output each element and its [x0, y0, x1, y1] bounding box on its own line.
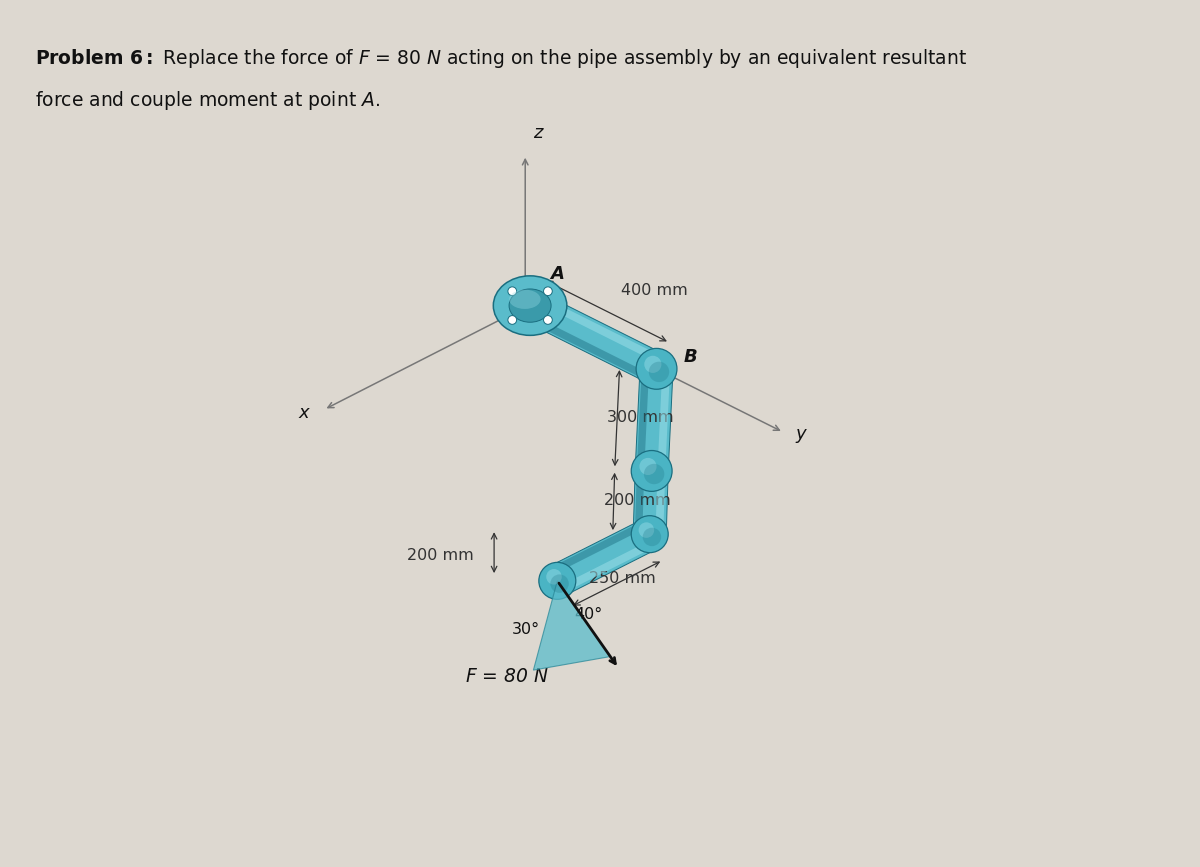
Polygon shape: [523, 290, 540, 321]
Text: B: B: [684, 349, 697, 366]
Polygon shape: [649, 354, 667, 384]
Text: 30°: 30°: [512, 622, 540, 637]
Circle shape: [546, 569, 562, 584]
Ellipse shape: [509, 290, 540, 309]
Circle shape: [644, 464, 665, 485]
Text: A: A: [551, 265, 564, 284]
Circle shape: [640, 458, 656, 475]
Text: force and couple moment at point $\mathit{A}$.: force and couple moment at point $\mathi…: [35, 89, 380, 112]
Polygon shape: [635, 471, 668, 475]
Circle shape: [631, 516, 668, 552]
Text: 250 mm: 250 mm: [588, 571, 655, 586]
Ellipse shape: [509, 289, 551, 323]
Text: $F$ = 80 N: $F$ = 80 N: [464, 667, 548, 686]
Circle shape: [643, 528, 661, 546]
Polygon shape: [637, 368, 649, 471]
Polygon shape: [640, 519, 658, 550]
Circle shape: [636, 349, 677, 389]
Polygon shape: [635, 471, 644, 534]
Text: 200 mm: 200 mm: [604, 493, 671, 508]
Polygon shape: [551, 521, 647, 574]
Polygon shape: [640, 368, 673, 374]
Text: 200 mm: 200 mm: [407, 548, 474, 563]
Polygon shape: [655, 471, 665, 535]
Polygon shape: [634, 471, 668, 535]
Circle shape: [551, 574, 569, 593]
Ellipse shape: [493, 276, 566, 336]
Polygon shape: [635, 470, 668, 476]
Circle shape: [638, 522, 654, 538]
Polygon shape: [533, 293, 662, 363]
Text: x: x: [299, 403, 310, 421]
Text: z: z: [533, 124, 542, 142]
Polygon shape: [534, 581, 611, 670]
Circle shape: [649, 362, 670, 382]
Circle shape: [508, 287, 517, 296]
Circle shape: [544, 287, 552, 296]
Polygon shape: [550, 519, 658, 596]
Text: y: y: [796, 425, 805, 443]
Circle shape: [644, 355, 661, 373]
Text: 40°: 40°: [575, 608, 602, 623]
Polygon shape: [523, 290, 664, 383]
Circle shape: [631, 451, 672, 492]
Polygon shape: [523, 312, 653, 382]
Circle shape: [508, 316, 517, 324]
Polygon shape: [560, 539, 656, 593]
Text: 400 mm: 400 mm: [620, 283, 688, 297]
Polygon shape: [634, 534, 666, 538]
Polygon shape: [635, 368, 673, 472]
Polygon shape: [547, 566, 565, 596]
Circle shape: [544, 316, 552, 324]
Text: 300 mm: 300 mm: [607, 410, 674, 425]
Circle shape: [539, 563, 576, 599]
Polygon shape: [658, 369, 670, 472]
Text: $\bf{Problem\ 6:}$ Replace the force of $\mathit{F}$ = 80 $\mathit{N}$ acting on: $\bf{Problem\ 6:}$ Replace the force of …: [35, 47, 967, 69]
